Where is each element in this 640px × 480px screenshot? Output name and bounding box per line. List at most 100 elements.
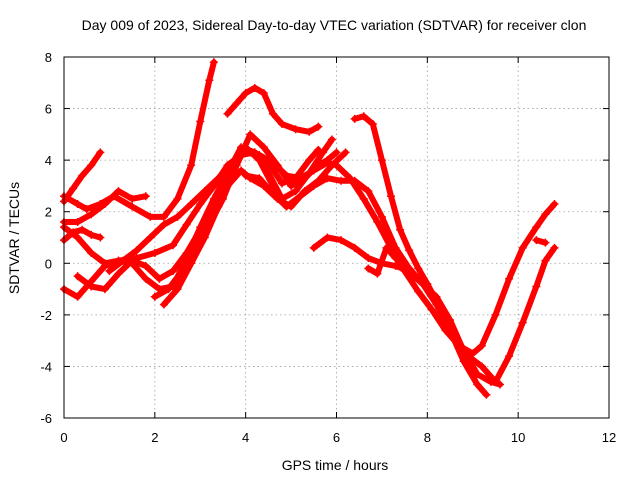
data-point <box>391 243 400 252</box>
y-tick-label: 6 <box>45 102 52 117</box>
data-point <box>505 352 514 361</box>
y-tick-label: 8 <box>45 50 52 65</box>
data-point <box>541 256 550 265</box>
data-point <box>146 233 155 242</box>
data-point <box>400 261 409 270</box>
data-point <box>300 174 309 183</box>
data-point <box>141 274 150 283</box>
y-tick-label: -2 <box>40 308 52 323</box>
data-point <box>82 205 91 214</box>
data-point <box>477 362 486 371</box>
data-point <box>209 58 218 67</box>
chart-title: Day 009 of 2023, Sidereal Day-to-day VTE… <box>82 17 587 33</box>
data-point <box>150 248 159 257</box>
data-point <box>373 269 382 278</box>
x-tick-label: 0 <box>60 430 67 445</box>
series-track-3 <box>60 58 218 221</box>
data-point <box>87 161 96 170</box>
data-point <box>309 243 318 252</box>
x-tick-label: 2 <box>151 430 158 445</box>
data-point <box>109 192 118 201</box>
data-point <box>359 194 368 203</box>
data-point <box>255 156 264 165</box>
data-point <box>491 377 500 386</box>
axis-ticks: 0 2 4 6 8 10 12 -6 -4 -2 0 2 4 6 8 <box>40 50 616 445</box>
y-axis-label: SDTVAR / TECUs <box>6 182 22 294</box>
data-point <box>200 187 209 196</box>
data-point <box>314 161 323 170</box>
data-point <box>291 187 300 196</box>
data-point <box>337 236 346 245</box>
data-point <box>477 341 486 350</box>
data-point <box>196 199 205 208</box>
data-point <box>350 176 359 185</box>
x-axis-label: GPS time / hours <box>282 457 389 473</box>
data-point <box>73 233 82 242</box>
data-point <box>309 181 318 190</box>
data-point <box>278 179 286 188</box>
data-point <box>250 83 259 92</box>
data-point <box>341 148 350 157</box>
data-point <box>550 243 559 252</box>
series-track-16 <box>532 236 550 247</box>
data-point <box>532 236 541 245</box>
data-point <box>128 194 137 203</box>
data-point <box>314 122 323 131</box>
data-point <box>296 192 305 201</box>
data-point <box>100 285 109 294</box>
data-point <box>332 161 341 170</box>
data-point <box>223 109 232 118</box>
data-point <box>114 269 123 278</box>
data-point <box>305 127 314 136</box>
y-tick-label: 4 <box>45 153 52 168</box>
data-point <box>337 176 346 185</box>
data-point <box>196 225 205 234</box>
data-point <box>541 238 550 247</box>
data-point <box>323 233 332 242</box>
series-line <box>224 84 322 135</box>
data-point <box>196 117 205 126</box>
data-point <box>141 192 150 201</box>
y-tick-label: -6 <box>40 411 52 426</box>
data-point <box>128 202 137 211</box>
data-point <box>491 310 500 319</box>
data-point <box>291 125 300 134</box>
data-point <box>505 274 514 283</box>
data-point <box>96 233 105 242</box>
data-point <box>100 261 109 270</box>
data-point <box>318 148 327 157</box>
series-line <box>160 144 290 308</box>
data-point <box>323 156 332 165</box>
data-point <box>268 189 277 198</box>
data-point <box>459 357 468 366</box>
data-point <box>246 130 255 139</box>
series-track-11 <box>223 83 323 136</box>
data-point <box>155 274 164 283</box>
data-point <box>200 233 209 242</box>
data-point <box>96 148 105 157</box>
data-point <box>373 218 382 227</box>
data-point <box>73 199 82 208</box>
data-point <box>368 120 377 129</box>
data-point <box>473 380 482 389</box>
data-point <box>78 171 87 180</box>
data-point <box>187 259 196 268</box>
series-track-1 <box>60 148 105 206</box>
data-point <box>332 148 341 157</box>
data-point <box>496 380 504 389</box>
data-point <box>541 210 550 219</box>
data-point <box>73 272 82 281</box>
data-point <box>518 243 527 252</box>
data-point <box>450 331 459 340</box>
data-point <box>173 285 182 294</box>
data-point <box>164 285 173 294</box>
data-point <box>87 248 96 257</box>
x-tick-label: 4 <box>242 430 249 445</box>
data-point <box>141 261 150 270</box>
data-point <box>518 318 527 327</box>
series-track-15 <box>364 243 427 288</box>
data-point <box>377 156 386 165</box>
data-point <box>396 225 405 234</box>
data-point <box>182 248 191 257</box>
series-line <box>310 234 490 398</box>
